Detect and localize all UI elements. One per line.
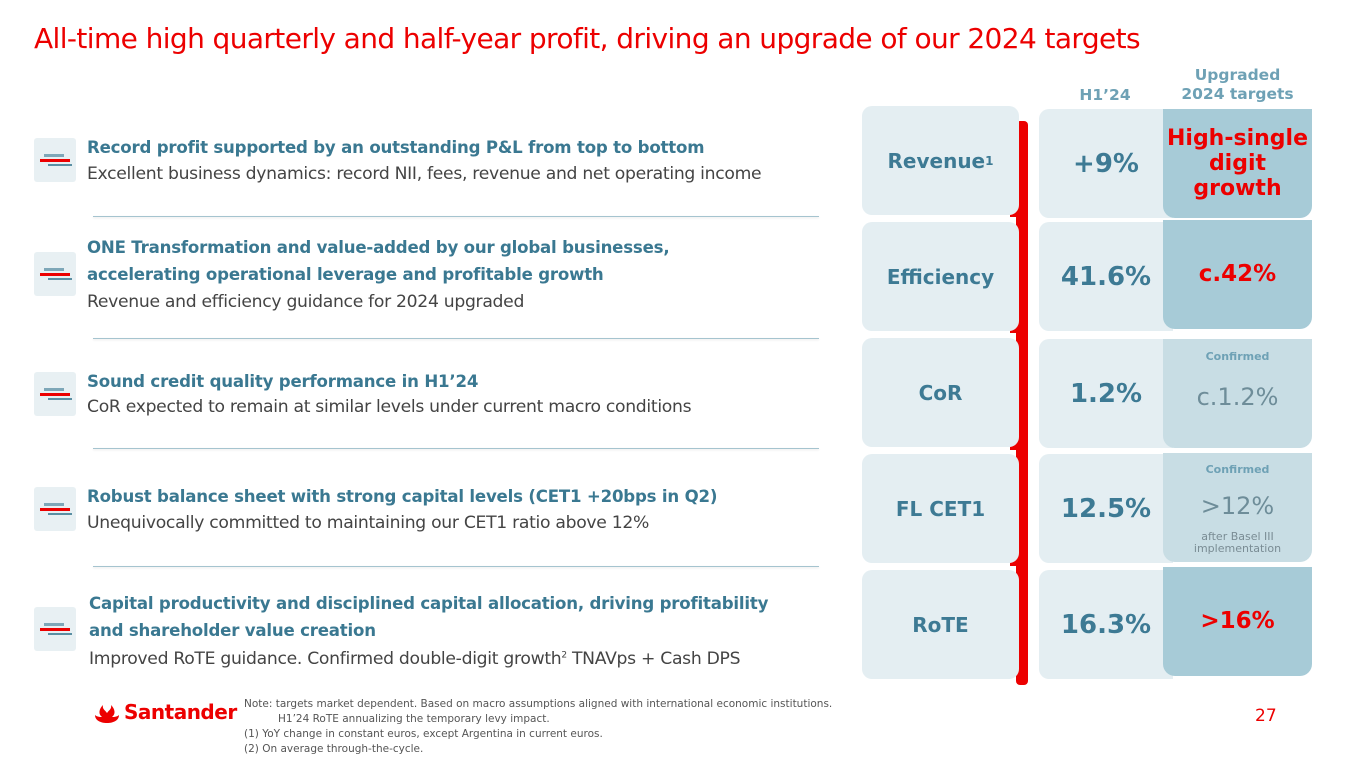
divider (93, 338, 819, 339)
metric-label-cor: CoR (862, 338, 1019, 447)
divider (93, 566, 819, 567)
item-subtext: Excellent business dynamics: record NII,… (87, 164, 762, 184)
divider (93, 448, 819, 449)
metric-label-revenue: Revenue 1 (862, 106, 1019, 215)
red-bracket-tick (1010, 207, 1026, 217)
target-text-line: High-single (1166, 126, 1308, 151)
bullet-icon (34, 252, 76, 296)
item-heading: Capital productivity and disciplined cap… (89, 590, 768, 644)
confirmed-badge: Confirmed (1205, 463, 1270, 476)
target-revenue: High-single digit growth (1163, 109, 1312, 218)
item-heading: ONE Transformation and value-added by ou… (87, 234, 670, 288)
page-title: All-time high quarterly and half-year pr… (34, 22, 1141, 55)
target-cor: c.1.2% (1163, 339, 1312, 448)
target-footnote-line: after Basel III (1201, 530, 1274, 543)
footnote-line: (2) On average through-the-cycle. (244, 743, 424, 755)
santander-logo: Santander (94, 700, 237, 724)
h1-value-efficiency: 41.6% (1039, 222, 1173, 331)
item-heading: Sound credit quality performance in H1’2… (87, 372, 479, 391)
column-header-line: 2024 targets (1181, 85, 1294, 103)
red-bracket-tick (1010, 323, 1026, 333)
bullet-icon (34, 487, 76, 531)
flame-icon (95, 701, 119, 723)
h1-value-rote: 16.3% (1039, 570, 1173, 679)
target-text: c.42% (1198, 261, 1277, 287)
bullet-icon (34, 607, 76, 651)
page-number: 27 (1255, 706, 1277, 726)
metric-label-efficiency: Efficiency (862, 222, 1019, 331)
column-header-h1: H1’24 (1079, 86, 1131, 104)
item-subtext-tail: TNAVps + Cash DPS (566, 649, 741, 669)
item-heading: Robust balance sheet with strong capital… (87, 487, 718, 506)
item-subtext: Revenue and efficiency guidance for 2024… (87, 292, 525, 312)
red-bracket-tick (1010, 440, 1026, 450)
item-heading-line: accelerating operational leverage and pr… (87, 265, 604, 284)
footnote-line: Note: targets market dependent. Based on… (244, 698, 833, 710)
h1-value-fl-cet1: 12.5% (1039, 454, 1173, 563)
metric-label-rote: RoTE (862, 570, 1019, 679)
footnote-line: H1’24 RoTE annualizing the temporary lev… (278, 713, 550, 725)
item-subtext: CoR expected to remain at similar levels… (87, 397, 692, 417)
item-subtext-main: Improved RoTE guidance. Confirmed double… (89, 649, 562, 669)
item-heading-line: and shareholder value creation (89, 621, 376, 640)
footnote-line: (1) YoY change in constant euros, except… (244, 728, 603, 740)
h1-value-revenue: +9% (1039, 109, 1173, 218)
bullet-icon (34, 138, 76, 182)
metric-label-text: Revenue (887, 148, 986, 173)
brand-name: Santander (124, 700, 237, 724)
target-text: >16% (1200, 608, 1275, 634)
confirmed-badge: Confirmed (1205, 350, 1270, 363)
bullet-icon (34, 372, 76, 416)
metric-label-fl-cet1: FL CET1 (862, 454, 1019, 563)
column-header-line: Upgraded (1194, 66, 1281, 84)
divider (93, 216, 819, 217)
item-heading-line: Capital productivity and disciplined cap… (89, 594, 769, 613)
target-footnote: after Basel III implementation (1163, 531, 1312, 555)
target-fl-cet1 (1163, 453, 1312, 562)
item-subtext: Unequivocally committed to maintaining o… (87, 513, 650, 533)
target-footnote-line: implementation (1193, 542, 1282, 555)
item-heading-line: ONE Transformation and value-added by ou… (87, 238, 670, 257)
red-bracket (1016, 121, 1028, 685)
footnote-marker: 2 (561, 650, 567, 661)
target-text: >12% (1200, 492, 1275, 520)
item-subtext: Improved RoTE guidance. Confirmed double… (89, 649, 741, 669)
item-heading: Record profit supported by an outstandin… (87, 138, 705, 157)
target-efficiency: c.42% (1163, 220, 1312, 329)
h1-value-cor: 1.2% (1039, 339, 1173, 448)
red-bracket-tick (1010, 556, 1026, 566)
target-text-line: digit growth (1193, 151, 1282, 201)
target-rote: >16% (1163, 567, 1312, 676)
footnote-marker: 1 (985, 153, 994, 168)
target-text: c.1.2% (1196, 382, 1279, 411)
column-header-targets: Upgraded 2024 targets (1163, 66, 1312, 104)
